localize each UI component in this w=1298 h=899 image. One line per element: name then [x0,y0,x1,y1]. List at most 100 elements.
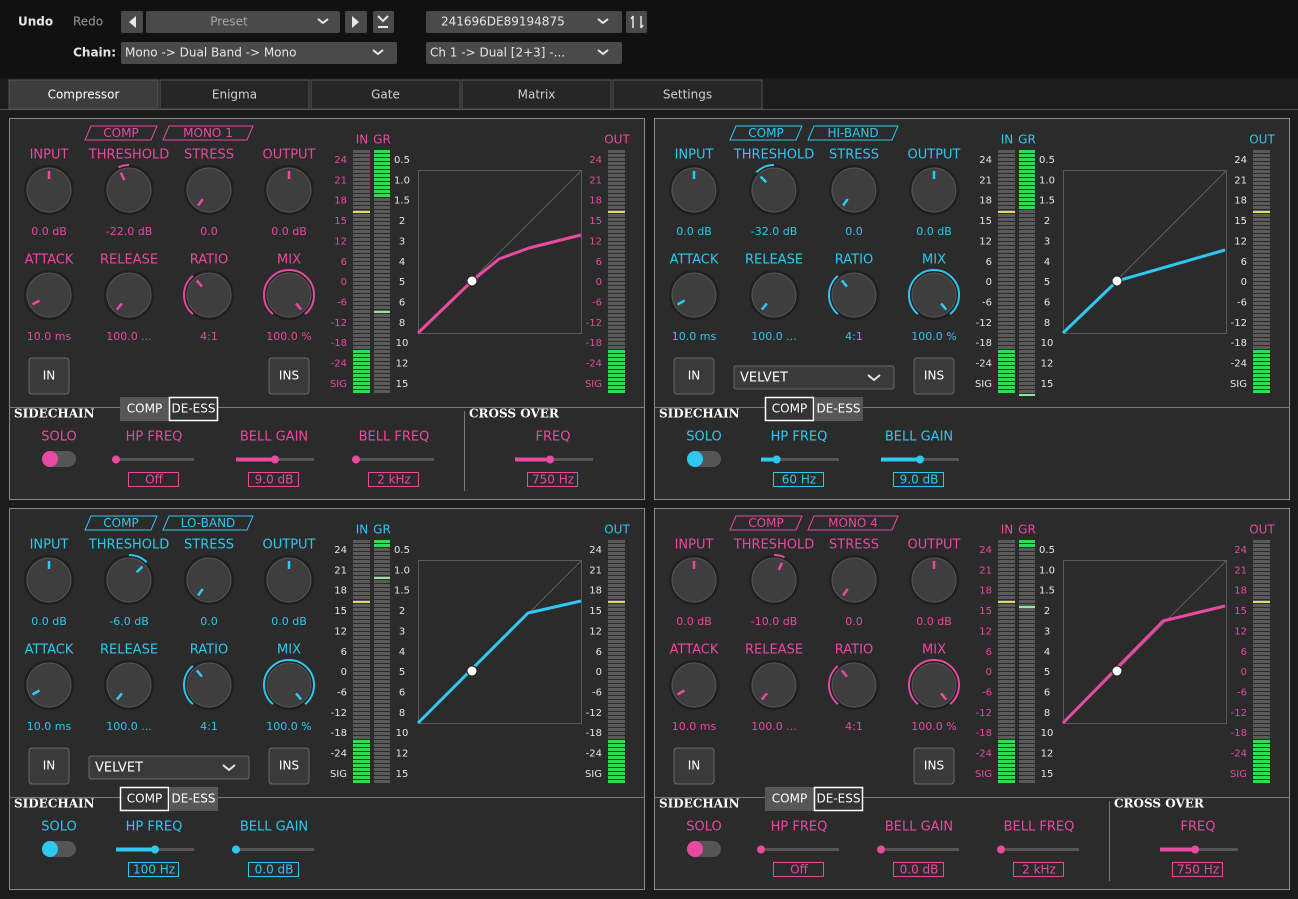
knob[interactable] [187,273,231,317]
meter-segment [1019,278,1035,281]
slider-thumb[interactable] [916,456,924,464]
meter-segment [353,636,370,639]
meter-header: IN [356,133,369,147]
out-scale-label: 12 [1234,236,1247,247]
slider-thumb[interactable] [151,846,159,854]
slider-thumb[interactable] [352,456,360,464]
slider-thumb[interactable] [271,456,279,464]
threshold-dot[interactable] [467,276,477,286]
slider-thumb[interactable] [232,846,240,854]
slider-thumb[interactable] [546,456,554,464]
gr-scale-label: 6 [399,688,405,699]
knob[interactable] [752,663,796,707]
meter-segment [374,182,390,185]
out-scale-label: 24 [1234,155,1247,166]
knob[interactable] [752,558,796,602]
meter-segment [353,544,370,547]
meter-segment [353,334,370,337]
knob-label: RATIO [835,253,873,268]
gr-scale-label: 1.5 [1039,196,1055,207]
meter-segment [1253,720,1270,723]
knob[interactable] [752,168,796,212]
meter-segment [374,242,390,245]
knob[interactable] [672,273,716,317]
knob[interactable] [752,273,796,317]
in-scale-label: 21 [979,175,992,186]
meter-segment [998,752,1015,755]
meter-segment [374,572,390,575]
slider-thumb[interactable] [773,456,781,464]
knob[interactable] [832,168,876,212]
meter-segment [1253,636,1270,639]
slider-thumb[interactable] [997,846,1005,854]
threshold-dot[interactable] [467,666,477,676]
slider-thumb[interactable] [757,846,765,854]
knob[interactable] [27,273,71,317]
knob[interactable] [107,663,151,707]
knob[interactable] [267,663,311,707]
knob-label: INPUT [675,148,714,163]
meter-segment [998,780,1015,783]
knob[interactable] [187,558,231,602]
knob[interactable] [912,273,956,317]
knob[interactable] [107,558,151,602]
save-button[interactable] [373,11,394,33]
meter-segment [608,310,625,313]
meter-segment [608,366,625,369]
meter-segment [1253,648,1270,651]
meter-segment [353,158,370,161]
knob[interactable] [187,168,231,212]
knob[interactable] [107,168,151,212]
meter-segment [998,624,1015,627]
knob[interactable] [187,663,231,707]
mode-toggle-label: DE-ESS [172,402,216,416]
slider-thumb[interactable] [1191,846,1199,854]
slider-thumb[interactable] [877,846,885,854]
meter-segment [608,190,625,193]
meter-segment [1253,748,1270,751]
meter-segment [998,274,1015,277]
in-scale-label: 18 [979,586,992,597]
knob[interactable] [832,558,876,602]
meter-segment [353,696,370,699]
knob[interactable] [912,663,956,707]
knob[interactable] [832,273,876,317]
meter-segment [1253,326,1270,329]
meter-segment [374,636,390,639]
meter-segment [998,584,1015,587]
meter-segment [608,218,625,221]
meter-segment [374,166,390,169]
in-scale-label: -12 [331,708,347,719]
knob[interactable] [832,663,876,707]
meter-segment [374,556,390,559]
meter-segment [998,736,1015,739]
threshold-dot[interactable] [1112,666,1122,676]
meter-segment [1253,592,1270,595]
redo[interactable]: Redo [73,15,103,29]
meter-segment [998,318,1015,321]
knob-value: 0.0 [845,225,863,238]
knob[interactable] [107,273,151,317]
knob[interactable] [267,273,311,317]
gr-scale-label: 4 [1044,647,1050,658]
meter-segment [998,748,1015,751]
knob[interactable] [672,663,716,707]
meter-segment [1253,736,1270,739]
meter-segment [1019,616,1035,619]
meter-segment [353,346,370,349]
knob-label: RELEASE [745,253,803,268]
sort-button[interactable] [626,11,647,33]
param-value: 2 kHz [377,473,411,487]
knob-value: 0.0 [200,615,218,628]
param-label: BELL GAIN [885,820,953,835]
meter-segment [608,350,625,353]
slider-thumb[interactable] [112,456,120,464]
meter-segment [353,198,370,201]
meter-segment [608,624,625,627]
undo[interactable]: Undo [18,15,53,29]
knob[interactable] [27,663,71,707]
meter-segment [374,174,390,177]
threshold-dot[interactable] [1112,276,1122,286]
meter-segment [1253,644,1270,647]
meter-segment [998,266,1015,269]
